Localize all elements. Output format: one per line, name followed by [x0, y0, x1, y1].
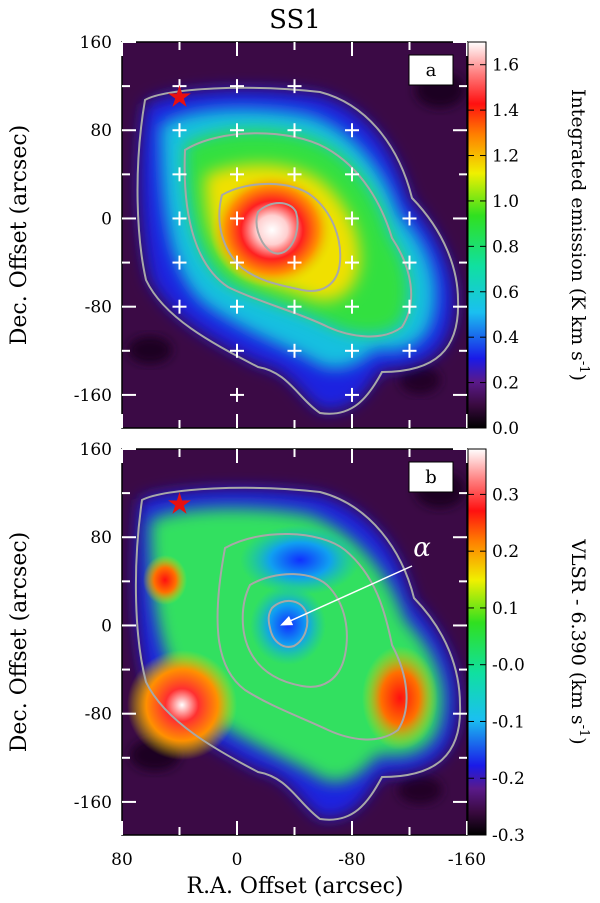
- y-tick-label: -160: [74, 386, 112, 406]
- panel-b-ticks: 160 80 0 -80 -160 80 0 -80 -160: [74, 440, 486, 870]
- velocity-hotspot-small: [143, 555, 187, 605]
- velocity-hotspot-left: [127, 650, 237, 760]
- y-tick-label: 0: [101, 209, 112, 229]
- grid-cross-marker: [287, 343, 302, 358]
- colorbar-a-label: Integrated emission (K km s-1): [567, 89, 591, 381]
- contour-lines-b: [134, 486, 462, 821]
- y-tick-label: 0: [101, 616, 112, 636]
- contour-lines-a: [136, 86, 460, 415]
- grid-cross-marker: [287, 255, 302, 270]
- colorbar-tick-label: 0.3: [492, 485, 519, 505]
- grid-cross-marker: [402, 211, 417, 226]
- panel-b-label-box: [408, 461, 454, 493]
- x-tick-label: 0: [232, 850, 243, 870]
- colorbar-tick-label: 0.4: [492, 328, 519, 348]
- x-tick-label: -160: [448, 850, 486, 870]
- panel-a-ticks: 160 80 0 -80 -160: [74, 33, 468, 428]
- colorbar-tick-label: 0.6: [492, 283, 519, 303]
- colorbar-tick-label: 0.1: [492, 599, 519, 619]
- y-tick-label: -80: [85, 705, 112, 725]
- star-marker-a: [168, 85, 191, 107]
- grid-cross-marker: [172, 211, 187, 226]
- grid-cross-marker: [345, 299, 359, 314]
- grid-cross-marker: [230, 387, 244, 402]
- colorbar-tick-label: 1.6: [492, 56, 519, 76]
- emission-core: [210, 172, 334, 288]
- colorbar-tick-label: 0.2: [492, 374, 519, 394]
- grid-cross-marker: [230, 211, 244, 226]
- x-tick-label: -80: [338, 850, 365, 870]
- svg-text:Integrated emission (K km s-1): Integrated emission (K km s-1): [567, 89, 591, 381]
- grid-cross-marker: [402, 343, 417, 358]
- colorbar-tick-label: -0.3: [492, 826, 525, 846]
- colorbar-a: 0.0 0.2 0.4 0.6 0.8 1.0 1.2 1.4 1.6: [467, 41, 519, 439]
- grid-cross-marker: [345, 343, 359, 358]
- colorbar-tick-label: 0.2: [492, 542, 519, 562]
- chart-title: SS1: [269, 5, 321, 35]
- colorbar-tick-label: -0.2: [492, 769, 525, 789]
- grid-cross-marker: [287, 299, 302, 314]
- x-tick-label: 80: [111, 850, 133, 870]
- grid-cross-marker: [345, 167, 359, 182]
- panel-b-label: b: [425, 467, 437, 488]
- y-tick-label: 160: [80, 33, 112, 53]
- y-tick-label: -80: [85, 298, 112, 318]
- panel-a-label: a: [426, 60, 437, 81]
- grid-cross-marker: [287, 79, 302, 94]
- alpha-label: α: [413, 533, 431, 563]
- colorbar-tick-label: -0.0: [492, 656, 525, 676]
- y-axis-label-b: Dec. Offset (arcsec): [7, 532, 32, 753]
- y-tick-label: -160: [74, 793, 112, 813]
- x-axis-label: R.A. Offset (arcsec): [187, 874, 404, 899]
- panel-a: 160 80 0 -80 -160 a: [74, 33, 468, 429]
- colorbar-tick-label: 1.4: [492, 101, 519, 121]
- grid-cross-marker: [345, 387, 359, 402]
- grid-cross-marker: [172, 123, 187, 138]
- panel-b: 160 80 0 -80 -160 80 0 -80 -160 b α: [74, 440, 486, 870]
- colorbar-tick-label: 1.2: [492, 147, 519, 167]
- grid-cross-marker: [345, 255, 359, 270]
- star-marker-b: [168, 492, 191, 514]
- colorbar-b: 0.3 0.2 0.1 -0.0 -0.1 -0.2 -0.3: [467, 448, 525, 846]
- svg-text:VLSR - 6.390 (km s-1): VLSR - 6.390 (km s-1): [567, 538, 591, 744]
- grid-cross-marker: [287, 123, 302, 138]
- y-tick-label: 160: [80, 440, 112, 460]
- grid-cross-marker: [230, 167, 244, 182]
- grid-cross-marker: [172, 255, 187, 270]
- grid-cross-marker: [172, 167, 187, 182]
- velocity-hotspot-right: [362, 646, 438, 750]
- grid-cross-marker: [287, 167, 302, 182]
- grid-cross-marker: [402, 255, 417, 270]
- alpha-arrowhead: [280, 615, 294, 626]
- grid-cross-marker: [230, 299, 244, 314]
- grid-cross-marker: [230, 343, 244, 358]
- y-axis-label-a: Dec. Offset (arcsec): [7, 125, 32, 346]
- panel-a-label-box: [408, 54, 454, 86]
- observed-positions-grid: [172, 79, 417, 402]
- grid-cross-marker: [345, 211, 359, 226]
- colorbar-tick-label: 0.0: [492, 419, 519, 439]
- y-tick-label: 80: [90, 528, 112, 548]
- grid-cross-marker: [345, 123, 359, 138]
- grid-cross-marker: [230, 255, 244, 270]
- alpha-arrow: [287, 565, 413, 623]
- grid-cross-marker: [230, 123, 244, 138]
- colorbar-tick-label: 1.0: [492, 192, 519, 212]
- grid-cross-marker: [402, 299, 417, 314]
- grid-cross-marker: [172, 299, 187, 314]
- colorbar-tick-label: -0.1: [492, 712, 525, 732]
- colorbar-b-label: VLSR - 6.390 (km s-1): [567, 538, 591, 744]
- colorbar-tick-label: 0.8: [492, 237, 519, 257]
- y-tick-label: 80: [90, 121, 112, 141]
- grid-cross-marker: [230, 79, 244, 94]
